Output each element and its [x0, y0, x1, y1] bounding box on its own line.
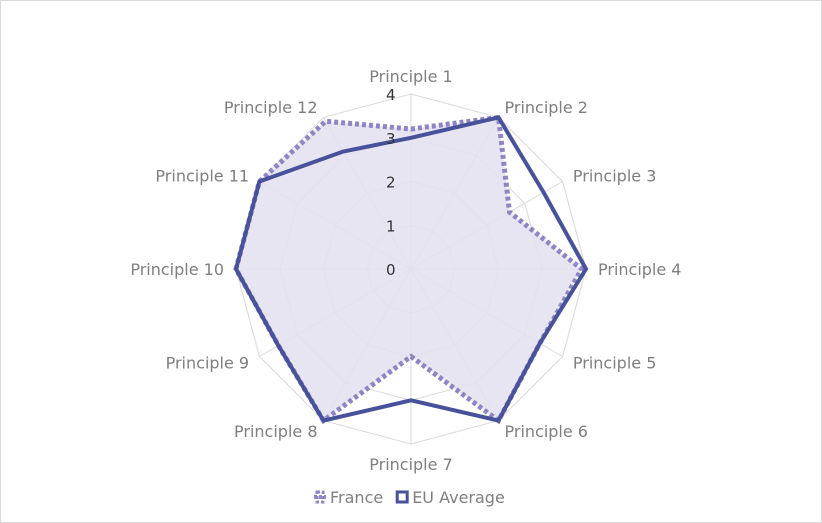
legend-label: France	[330, 488, 383, 507]
axis-label: Principle 9	[166, 354, 249, 373]
axis-label: Principle 12	[224, 98, 318, 117]
legend-item: EU Average	[395, 488, 505, 507]
series-eu-average	[233, 115, 589, 423]
tick-label: 2	[386, 174, 396, 192]
tick-labels: 0 1 2 3 4	[386, 86, 396, 279]
legend: France EU Average	[314, 488, 505, 507]
tick-label: 4	[386, 86, 396, 104]
legend-label: EU Average	[412, 488, 505, 507]
axis-label: Principle 7	[369, 455, 452, 474]
legend-swatch-marker	[315, 490, 325, 504]
series-france	[233, 114, 585, 425]
legend-item: France	[314, 488, 383, 507]
axis-label: Principle 3	[573, 167, 656, 186]
tick-label: 3	[386, 130, 396, 148]
legend-swatch	[395, 490, 409, 504]
axis-labels: Principle 1 Principle 2 Principle 3 Princip…	[130, 67, 681, 474]
axis-label: Principle 2	[505, 98, 588, 117]
series-layer	[233, 114, 589, 425]
axis-label: Principle 1	[369, 67, 452, 86]
axis-label: Principle 10	[130, 260, 224, 279]
axis-label: Principle 11	[155, 167, 249, 186]
tick-label: 1	[386, 217, 396, 235]
axis-label: Principle 4	[598, 260, 681, 279]
tick-label: 0	[386, 261, 396, 279]
axis-label: Principle 8	[234, 422, 317, 441]
axis-label: Principle 6	[505, 422, 588, 441]
axis-label: Principle 5	[573, 354, 656, 373]
